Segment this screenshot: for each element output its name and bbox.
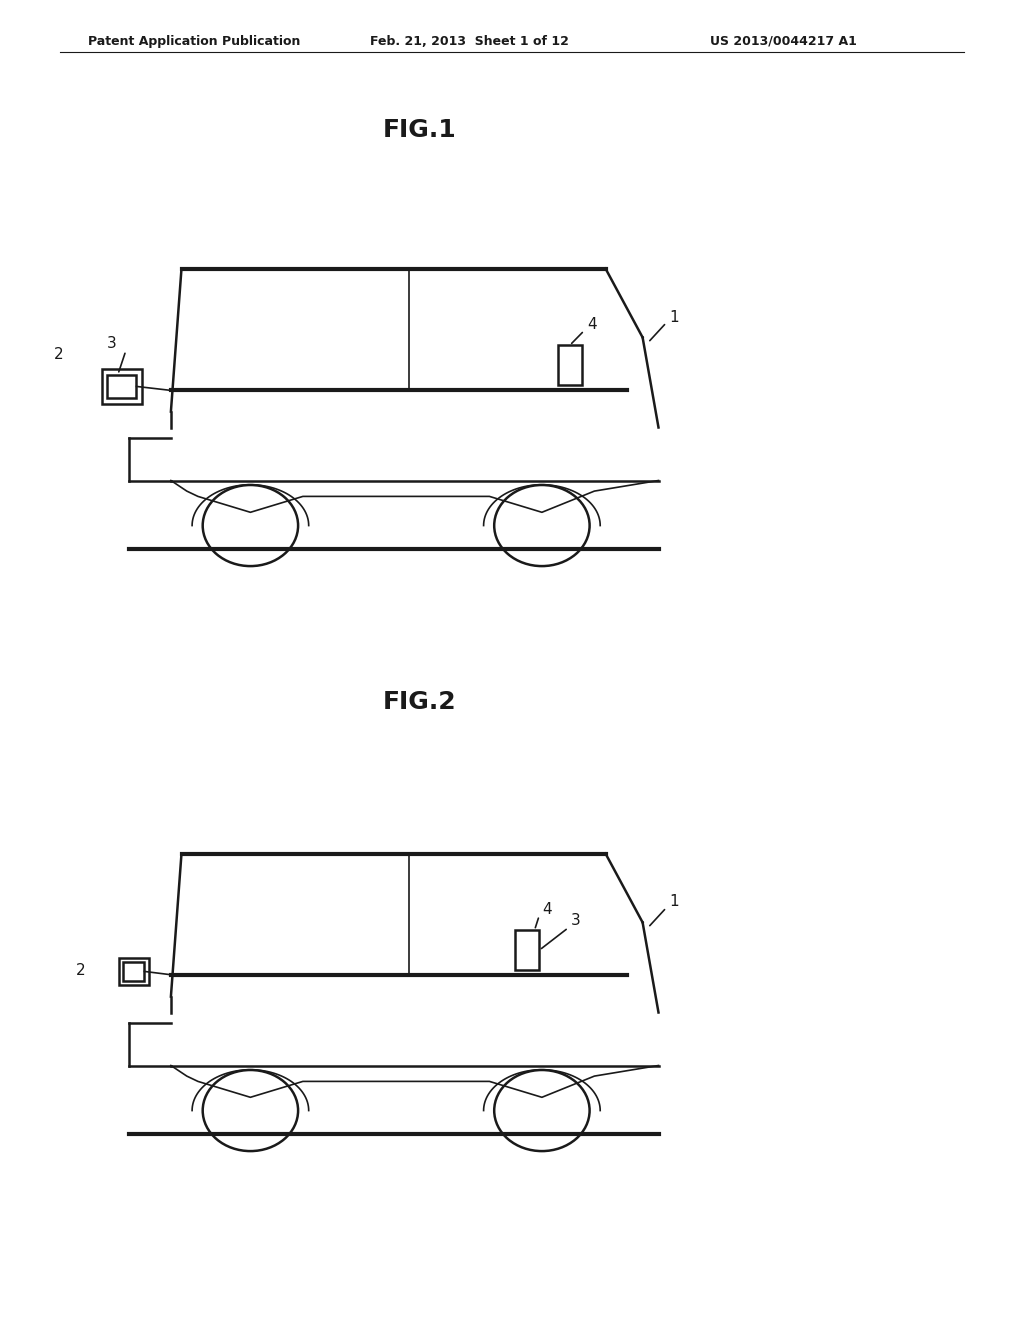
Text: 4: 4 (542, 903, 552, 917)
Text: 3: 3 (108, 337, 117, 351)
Bar (558, 346, 582, 385)
Text: Patent Application Publication: Patent Application Publication (88, 36, 300, 48)
Bar (102, 370, 141, 404)
Bar (119, 958, 148, 985)
Text: 4: 4 (587, 317, 597, 333)
Text: 2: 2 (76, 964, 85, 978)
Text: FIG.1: FIG.1 (383, 117, 457, 143)
Text: 1: 1 (669, 895, 679, 909)
Text: Feb. 21, 2013  Sheet 1 of 12: Feb. 21, 2013 Sheet 1 of 12 (370, 36, 569, 48)
Bar (123, 962, 144, 981)
Text: FIG.2: FIG.2 (383, 690, 457, 714)
Text: US 2013/0044217 A1: US 2013/0044217 A1 (710, 36, 857, 48)
Bar (515, 931, 540, 970)
Text: 3: 3 (571, 913, 581, 928)
Text: 2: 2 (54, 347, 63, 362)
Bar (108, 375, 136, 399)
Text: 1: 1 (669, 309, 679, 325)
